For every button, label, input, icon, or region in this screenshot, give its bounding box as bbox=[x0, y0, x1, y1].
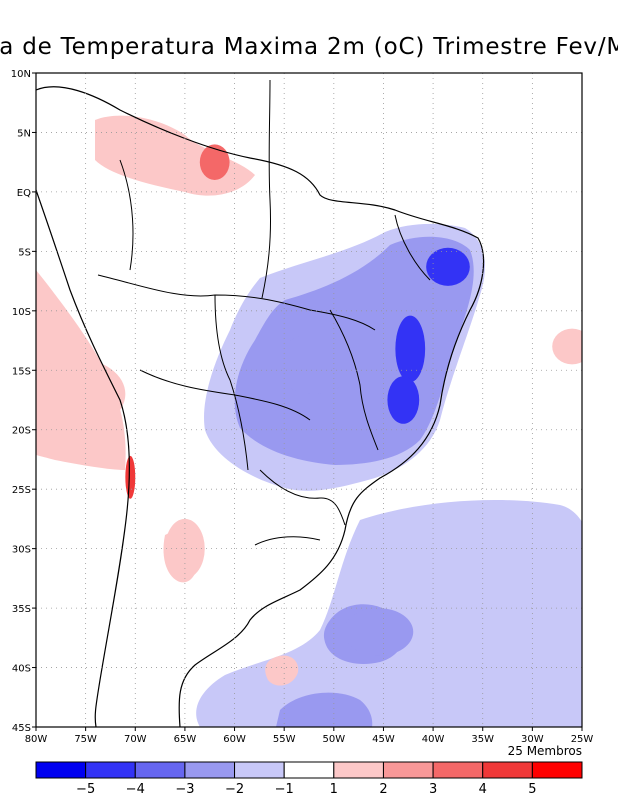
x-tick-label: 70W bbox=[124, 734, 147, 745]
x-tick-label: 25W bbox=[571, 734, 594, 745]
anomaly-region-south-atlantic-a bbox=[343, 608, 414, 656]
colorbar-swatch bbox=[432, 761, 484, 779]
y-tick-label: 5N bbox=[17, 128, 31, 139]
country-borders bbox=[97, 79, 431, 546]
y-tick-label: 15S bbox=[12, 366, 31, 377]
colorbar-label: −5 bbox=[76, 782, 95, 797]
anomaly-cores bbox=[36, 144, 582, 656]
axis-ticks: 80W 75W 70W 65W 60W 55W 50W 45W 40W 35W 30W 25W 10N 5… bbox=[11, 69, 594, 745]
y-tick-label: 25S bbox=[12, 485, 31, 496]
anomaly-region-south-atlantic-b bbox=[403, 501, 582, 644]
colorbar-swatch bbox=[283, 761, 335, 779]
anomaly-band-plus1-southern bbox=[265, 655, 299, 686]
x-tick-label: 75W bbox=[74, 734, 97, 745]
anomaly-region-central-brazil bbox=[274, 334, 354, 395]
colorbar: −5 −4 −3 −2 −1 1 2 3 4 5 bbox=[35, 761, 583, 797]
y-tick-label: 20S bbox=[12, 426, 31, 437]
y-tick-label: 10S bbox=[12, 307, 31, 318]
colorbar-swatch bbox=[134, 761, 186, 779]
chart-title: ia de Temperatura Maxima 2m (oC) Trimest… bbox=[0, 34, 618, 60]
x-tick-label: 80W bbox=[25, 734, 48, 745]
gridlines bbox=[36, 73, 582, 727]
plot-frame bbox=[35, 72, 583, 728]
colorbar-label: 2 bbox=[379, 782, 387, 797]
y-tick-label: 45S bbox=[12, 723, 31, 734]
colorbar-label: 5 bbox=[528, 782, 536, 797]
colorbar-swatch bbox=[531, 761, 583, 779]
colorbar-swatch bbox=[382, 761, 434, 779]
x-tick-label: 40W bbox=[422, 734, 445, 745]
x-tick-label: 35W bbox=[471, 734, 494, 745]
map-plot-area bbox=[36, 73, 582, 727]
anomaly-region-bahia-core bbox=[395, 315, 426, 383]
anomaly-region-nordeste-core bbox=[426, 247, 470, 286]
x-tick-label: 30W bbox=[521, 734, 544, 745]
colorbar-swatch bbox=[482, 761, 533, 779]
anomaly-region-pacific-peru bbox=[36, 358, 126, 430]
colorbar-swatch bbox=[85, 761, 136, 779]
y-tick-label: 35S bbox=[12, 604, 31, 615]
anomaly-region-minas-core bbox=[387, 376, 420, 424]
anomaly-region-atlantic-east bbox=[552, 328, 582, 365]
anomaly-region-amazon-north bbox=[199, 144, 230, 181]
x-tick-label: 50W bbox=[323, 734, 346, 745]
colorbar-label: 3 bbox=[429, 782, 437, 797]
x-tick-label: 65W bbox=[174, 734, 197, 745]
y-tick-label: 40S bbox=[12, 664, 31, 675]
colorbar-label: 4 bbox=[479, 782, 487, 797]
colorbar-swatch bbox=[333, 761, 384, 779]
colorbar-label: −4 bbox=[126, 782, 145, 797]
y-tick-label: 5S bbox=[18, 247, 31, 258]
colorbar-label: −1 bbox=[275, 782, 294, 797]
continent-outline bbox=[36, 86, 485, 727]
colorbar-label: 1 bbox=[330, 782, 338, 797]
y-tick-label: EQ bbox=[17, 188, 31, 199]
members-note: 25 Membros bbox=[507, 744, 582, 758]
y-tick-label: 10N bbox=[11, 69, 31, 80]
colorbar-label: −2 bbox=[225, 782, 244, 797]
x-tick-label: 45W bbox=[372, 734, 395, 745]
y-tick-label: 30S bbox=[12, 545, 31, 556]
anomaly-region-chile-north bbox=[125, 455, 136, 499]
anomaly-band-minus2-south bbox=[276, 692, 373, 727]
colorbar-label: −3 bbox=[175, 782, 194, 797]
colorbar-swatch bbox=[184, 761, 236, 779]
colorbar-swatch bbox=[35, 761, 87, 779]
x-tick-label: 55W bbox=[273, 734, 296, 745]
colorbar-swatch bbox=[234, 761, 285, 779]
x-tick-label: 60W bbox=[223, 734, 246, 745]
